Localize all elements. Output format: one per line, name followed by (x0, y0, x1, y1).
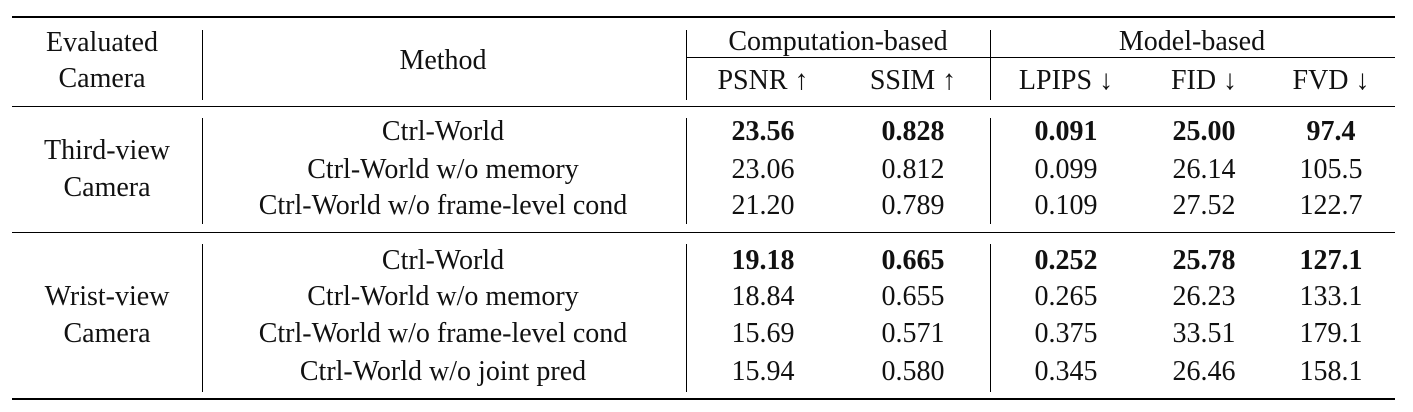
header-model-based: Model-based (1118, 26, 1266, 57)
cell-ssim: 0.828 (881, 116, 945, 147)
cell-fid: 26.14 (1172, 154, 1236, 185)
cell-fvd: 179.1 (1299, 318, 1363, 349)
cell-fvd: 127.1 (1299, 245, 1363, 276)
row-method: Ctrl-World w/o memory (307, 154, 579, 185)
header-metric-ssim: SSIM ↑ (869, 65, 957, 96)
section-third-view-label-line1: Third-view (44, 135, 170, 166)
cell-psnr: 21.20 (731, 190, 795, 221)
header-evaluated-camera-line1: Evaluated (46, 27, 158, 58)
divider-computation-model-s2 (990, 244, 991, 392)
cell-ssim: 0.789 (881, 190, 945, 221)
cell-lpips: 0.252 (1034, 245, 1098, 276)
group-rule (686, 57, 1395, 58)
header-metric-fvd: FVD ↓ (1292, 65, 1370, 96)
header-evaluated-camera-line2: Camera (58, 63, 146, 94)
divider-method-metrics-s2 (686, 244, 687, 392)
divider-computation-model (990, 30, 991, 100)
cell-psnr: 23.56 (731, 116, 795, 147)
section-wrist-view-label-line2: Camera (63, 318, 151, 349)
header-metric-lpips: LPIPS ↓ (1018, 65, 1114, 96)
divider-method-metrics (686, 30, 687, 100)
section-wrist-view-label-line1: Wrist-view (44, 281, 170, 312)
header-method: Method (399, 45, 487, 76)
cell-lpips: 0.345 (1034, 356, 1098, 387)
cell-fid: 25.78 (1172, 245, 1236, 276)
cell-lpips: 0.265 (1034, 281, 1098, 312)
header-computation-based: Computation-based (728, 26, 948, 57)
cell-psnr: 18.84 (731, 281, 795, 312)
divider-camera-method (202, 30, 203, 100)
cell-fid: 26.23 (1172, 281, 1236, 312)
section-rule (12, 232, 1395, 233)
cell-fid: 33.51 (1172, 318, 1236, 349)
cell-fvd: 97.4 (1306, 116, 1356, 147)
cell-fvd: 133.1 (1299, 281, 1363, 312)
header-metric-psnr: PSNR ↑ (717, 65, 809, 96)
cell-fid: 26.46 (1172, 356, 1236, 387)
cell-fvd: 105.5 (1299, 154, 1363, 185)
cell-psnr: 15.69 (731, 318, 795, 349)
row-method: Ctrl-World w/o memory (307, 281, 579, 312)
cell-fid: 27.52 (1172, 190, 1236, 221)
cell-ssim: 0.812 (881, 154, 945, 185)
cell-ssim: 0.655 (881, 281, 945, 312)
cell-fvd: 158.1 (1299, 356, 1363, 387)
cell-ssim: 0.580 (881, 356, 945, 387)
cell-fid: 25.00 (1172, 116, 1236, 147)
divider-camera-method-s2 (202, 244, 203, 392)
cell-fvd: 122.7 (1299, 190, 1363, 221)
cell-ssim: 0.571 (881, 318, 945, 349)
top-rule (12, 16, 1395, 18)
row-method: Ctrl-World w/o frame-level cond (258, 190, 628, 221)
row-method: Ctrl-World (381, 116, 505, 147)
divider-computation-model-s1 (990, 118, 991, 224)
cell-ssim: 0.665 (881, 245, 945, 276)
cell-psnr: 23.06 (731, 154, 795, 185)
cell-lpips: 0.375 (1034, 318, 1098, 349)
cell-lpips: 0.109 (1034, 190, 1098, 221)
bottom-rule (12, 398, 1395, 400)
divider-camera-method-s1 (202, 118, 203, 224)
row-method: Ctrl-World (381, 245, 505, 276)
row-method: Ctrl-World w/o joint pred (299, 356, 587, 387)
cell-psnr: 19.18 (731, 245, 795, 276)
divider-method-metrics-s1 (686, 118, 687, 224)
header-metric-fid: FID ↓ (1170, 65, 1238, 96)
cell-lpips: 0.091 (1034, 116, 1098, 147)
cell-psnr: 15.94 (731, 356, 795, 387)
cell-lpips: 0.099 (1034, 154, 1098, 185)
row-method: Ctrl-World w/o frame-level cond (258, 318, 628, 349)
section-third-view-label-line2: Camera (63, 172, 151, 203)
header-rule (12, 106, 1395, 107)
